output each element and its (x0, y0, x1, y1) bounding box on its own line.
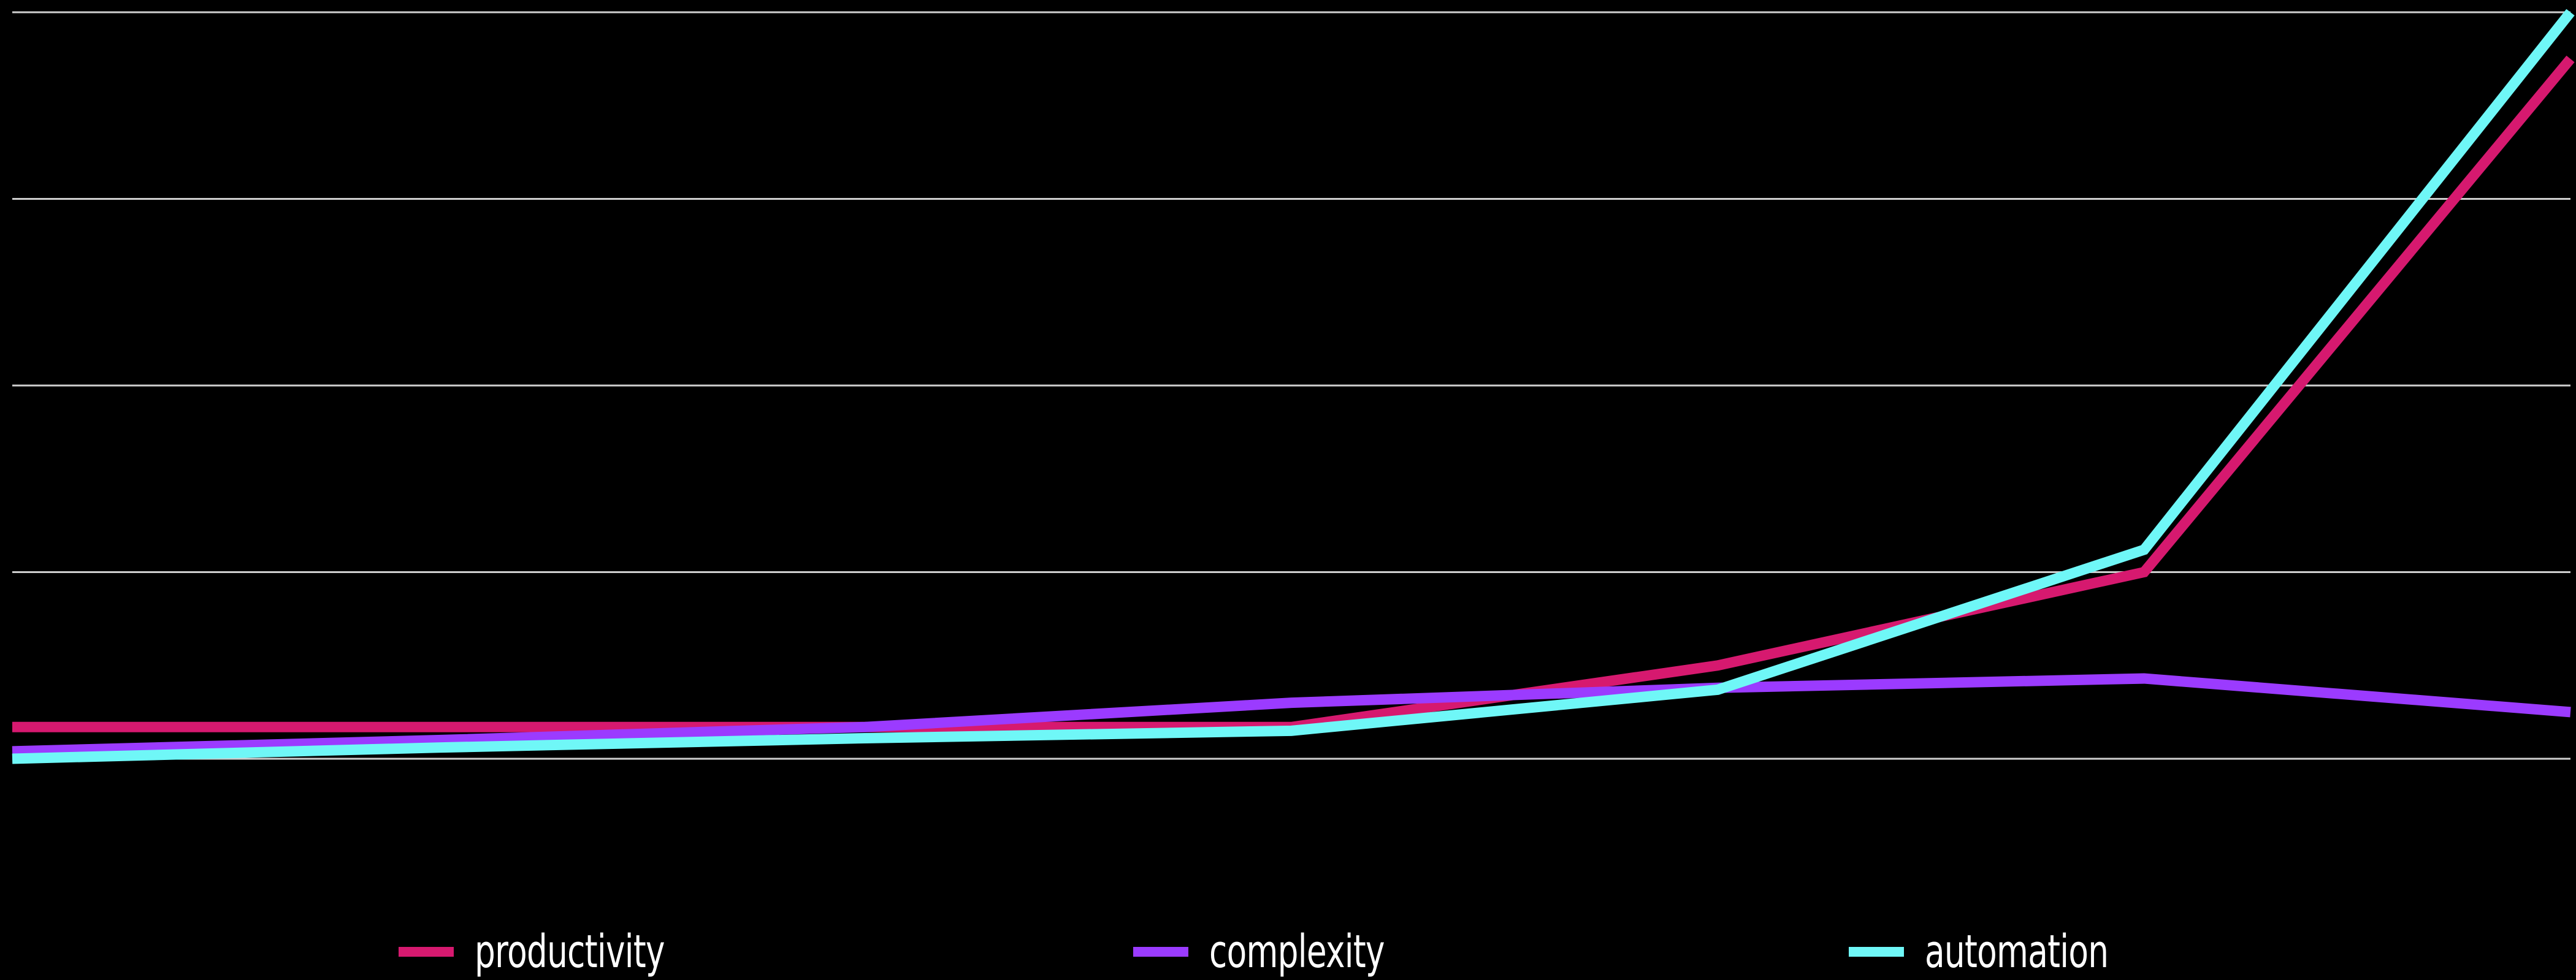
legend-swatch-complexity (1133, 946, 1188, 957)
legend-item-complexity: complexity (1133, 923, 1453, 980)
series-lines (12, 9, 2575, 764)
series-line-complexity (12, 673, 2571, 757)
legend-swatch-productivity (399, 946, 454, 957)
legend-item-productivity: productivity (399, 923, 738, 980)
legend-item-automation: automation (1849, 923, 2180, 980)
series-line-productivity (12, 55, 2575, 732)
series-line-automation (12, 9, 2575, 764)
legend-label-automation: automation (1925, 925, 2109, 978)
gridlines (12, 11, 2570, 760)
legend-swatch-automation (1849, 946, 1904, 957)
legend: productivity complexity automation (0, 923, 2576, 980)
legend-label-productivity: productivity (475, 925, 665, 978)
legend-label-complexity: complexity (1209, 925, 1385, 978)
